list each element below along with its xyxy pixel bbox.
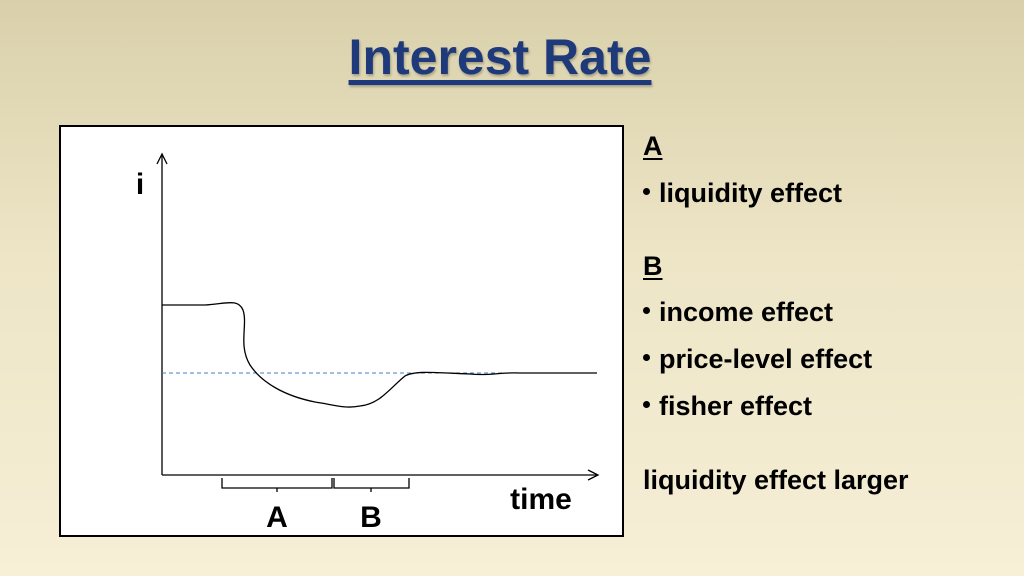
y-arrow <box>156 152 168 165</box>
note-item-text: liquidity effect <box>659 178 843 208</box>
note-item: fisher effect <box>643 391 812 422</box>
brace-b <box>333 478 410 492</box>
interest-rate-curve <box>162 301 597 408</box>
period-label: B <box>360 501 382 534</box>
x-axis-label: time <box>510 483 572 516</box>
note-item-text: income effect <box>659 297 834 327</box>
diagram: i time A B <box>59 125 624 537</box>
slide-title: Interest Rate <box>348 29 652 85</box>
x-arrow <box>587 469 600 481</box>
bullet <box>643 307 650 315</box>
diagram-frame <box>59 125 624 537</box>
brace-a <box>221 478 333 492</box>
bullet <box>643 354 650 362</box>
note-heading: A <box>643 131 663 161</box>
period-label: A <box>266 501 288 534</box>
bullet <box>643 188 650 196</box>
conclusion: liquidity effect larger <box>643 465 909 495</box>
note-item: income effect <box>643 297 833 328</box>
y-axis-label: i <box>136 168 144 201</box>
note-heading: B <box>643 251 663 281</box>
bullet <box>643 401 650 409</box>
note-item-text: price-level effect <box>659 344 873 374</box>
note-item: liquidity effect <box>643 178 842 209</box>
note-item-text: fisher effect <box>659 391 813 421</box>
note-item: price-level effect <box>643 344 872 375</box>
